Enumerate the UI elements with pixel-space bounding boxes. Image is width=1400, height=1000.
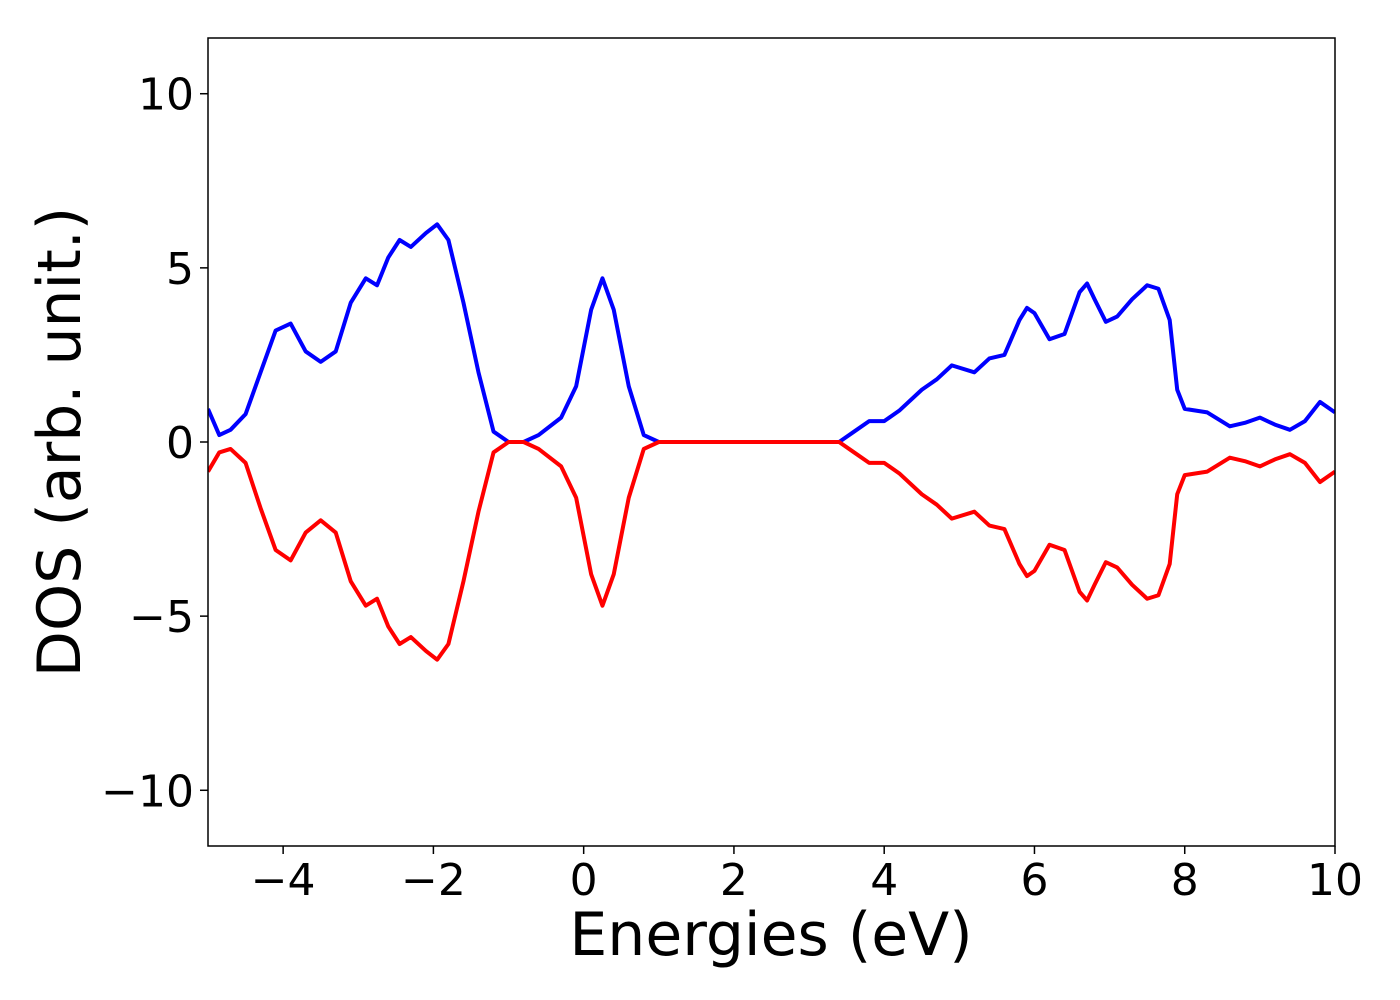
x-tick-label: 0	[570, 855, 598, 906]
x-tick-label: 10	[1307, 855, 1363, 906]
x-tick-label: 2	[720, 855, 748, 906]
dos-line	[208, 222, 1335, 444]
plot-lines	[208, 222, 1335, 662]
x-tick-label: 4	[870, 855, 898, 906]
dos-line	[208, 440, 1335, 662]
x-axis-label: Energies (eV)	[569, 900, 972, 970]
y-tick-label: 10	[138, 70, 194, 121]
y-tick-label: −5	[129, 592, 194, 643]
x-tick-label: −4	[251, 855, 316, 906]
y-axis-label: DOS (arb. unit.)	[25, 207, 95, 677]
x-tick-label: 8	[1171, 855, 1199, 906]
x-tick-label: −2	[401, 855, 466, 906]
y-tick-label: 5	[166, 244, 194, 295]
y-tick-label: 0	[166, 418, 194, 469]
x-tick-label: 6	[1020, 855, 1048, 906]
y-tick-label: −10	[101, 766, 194, 817]
